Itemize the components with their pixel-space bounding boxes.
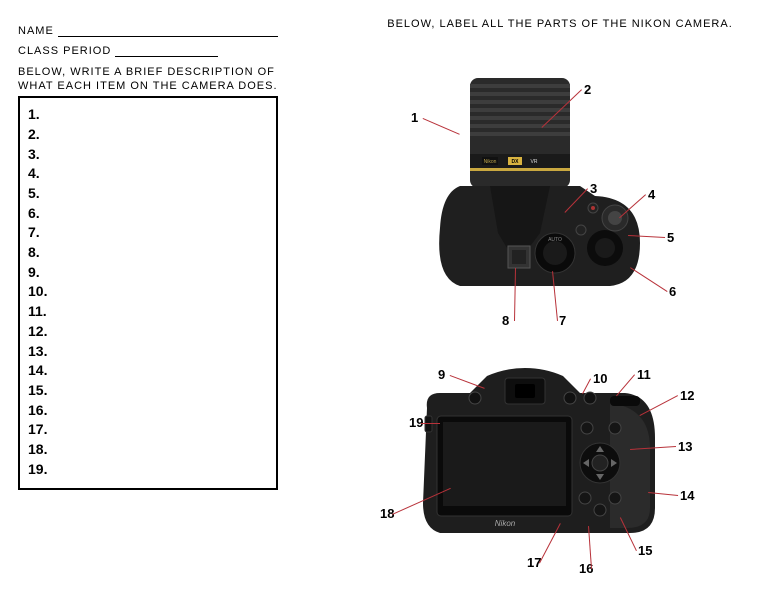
svg-text:AUTO: AUTO [548, 237, 562, 243]
description-row[interactable]: 7. [28, 224, 268, 240]
description-row[interactable]: 19. [28, 461, 268, 477]
callout-number: 1 [411, 110, 418, 125]
description-row[interactable]: 13. [28, 343, 268, 359]
callout-number: 9 [438, 367, 445, 382]
right-instruction: BELOW, LABEL ALL THE PARTS OF THE NIKON … [330, 18, 750, 30]
callout-number: 7 [559, 313, 566, 328]
description-row[interactable]: 5. [28, 185, 268, 201]
name-field: NAME [18, 25, 278, 37]
svg-text:DX: DX [512, 159, 520, 165]
class-period-field: CLASS PERIOD [18, 45, 218, 57]
svg-text:VR: VR [531, 159, 538, 165]
description-row[interactable]: 3. [28, 146, 268, 162]
description-row[interactable]: 6. [28, 205, 268, 221]
description-row[interactable]: 15. [28, 382, 268, 398]
class-period-input-line[interactable] [115, 46, 218, 57]
description-row[interactable]: 8. [28, 244, 268, 260]
callout-number: 14 [680, 488, 694, 503]
callout-number: 13 [678, 439, 692, 454]
description-row[interactable]: 4. [28, 165, 268, 181]
class-period-label: CLASS PERIOD [18, 45, 111, 57]
callout-number: 12 [680, 388, 694, 403]
callout-number: 15 [638, 543, 652, 558]
camera-top-view: Nikon DX VR AUTO [430, 78, 650, 308]
description-row[interactable]: 16. [28, 402, 268, 418]
camera-diagram: Nikon DX VR AUTO [330, 38, 750, 578]
callout-number: 6 [669, 284, 676, 299]
svg-text:Nikon: Nikon [495, 519, 516, 528]
left-instruction: BELOW, WRITE A BRIEF DESCRIPTION OF WHAT… [18, 65, 278, 94]
leader-line [421, 423, 440, 424]
callout-number: 11 [637, 367, 651, 382]
callout-number: 3 [590, 181, 597, 196]
camera-back-view: Nikon [415, 368, 660, 548]
callout-number: 2 [584, 82, 591, 97]
description-row[interactable]: 18. [28, 441, 268, 457]
name-label: NAME [18, 25, 54, 37]
description-row[interactable]: 14. [28, 362, 268, 378]
description-row[interactable]: 10. [28, 283, 268, 299]
description-row[interactable]: 2. [28, 126, 268, 142]
description-row[interactable]: 1. [28, 106, 268, 122]
description-row[interactable]: 9. [28, 264, 268, 280]
callout-number: 4 [648, 187, 655, 202]
svg-text:Nikon: Nikon [484, 159, 497, 165]
name-input-line[interactable] [58, 26, 278, 37]
description-row[interactable]: 12. [28, 323, 268, 339]
description-box: 1. 2. 3. 4. 5. 6. 7. 8. 9. 10. 11. 12. 13. 14. 15. 16. 1… [18, 96, 278, 491]
callout-number: 5 [667, 230, 674, 245]
callout-number: 8 [502, 313, 509, 328]
callout-number: 10 [593, 371, 607, 386]
description-row[interactable]: 17. [28, 421, 268, 437]
description-row[interactable]: 11. [28, 303, 268, 319]
